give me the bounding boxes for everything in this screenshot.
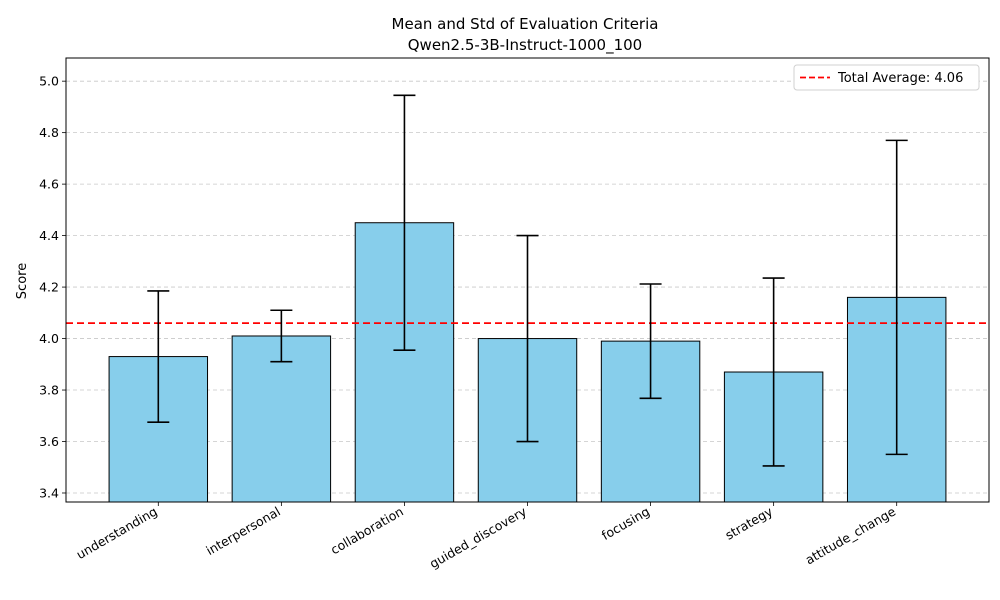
y-tick-label: 4.2 [39,280,59,295]
y-tick-label: 3.4 [39,485,59,500]
bar-interpersonal [231,335,332,503]
chart-title: Mean and Std of Evaluation Criteria [392,15,659,33]
y-axis-ticks: 3.4 3.6 3.8 4.0 4.2 4.4 4.6 4.8 5.0 [39,74,66,500]
x-tick-label: attitude_change [803,503,899,567]
y-axis-label: Score [15,263,30,299]
y-tick-label: 5.0 [39,74,59,89]
y-tick-label: 4.4 [39,228,59,243]
y-tick-label: 4.8 [39,125,59,140]
y-tick-label: 4.0 [39,331,59,346]
legend: Total Average: 4.06 [793,64,980,91]
y-tick-label: 4.6 [39,177,59,192]
x-tick-label: guided_discovery [427,503,530,571]
x-tick-label: understanding [74,504,160,562]
y-tick-label: 3.8 [39,383,59,398]
legend-box [793,64,980,91]
x-axis-ticks: understanding interpersonal collaboration g… [74,502,899,571]
chart-subtitle: Qwen2.5-3B-Instruct-1000_100 [408,36,642,55]
y-tick-label: 3.6 [39,434,59,449]
error-bars [147,94,908,467]
x-tick-label: strategy [722,503,775,542]
legend-label-average: Total Average: 4.06 [837,71,963,86]
x-tick-label: collaboration [328,504,406,558]
x-tick-label: interpersonal [203,504,282,559]
x-tick-label: focusing [599,504,652,543]
